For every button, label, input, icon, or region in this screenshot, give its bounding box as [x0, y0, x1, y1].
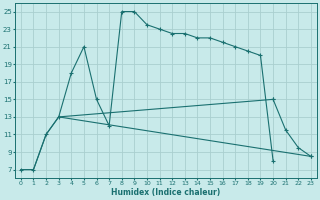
X-axis label: Humidex (Indice chaleur): Humidex (Indice chaleur) — [111, 188, 220, 197]
